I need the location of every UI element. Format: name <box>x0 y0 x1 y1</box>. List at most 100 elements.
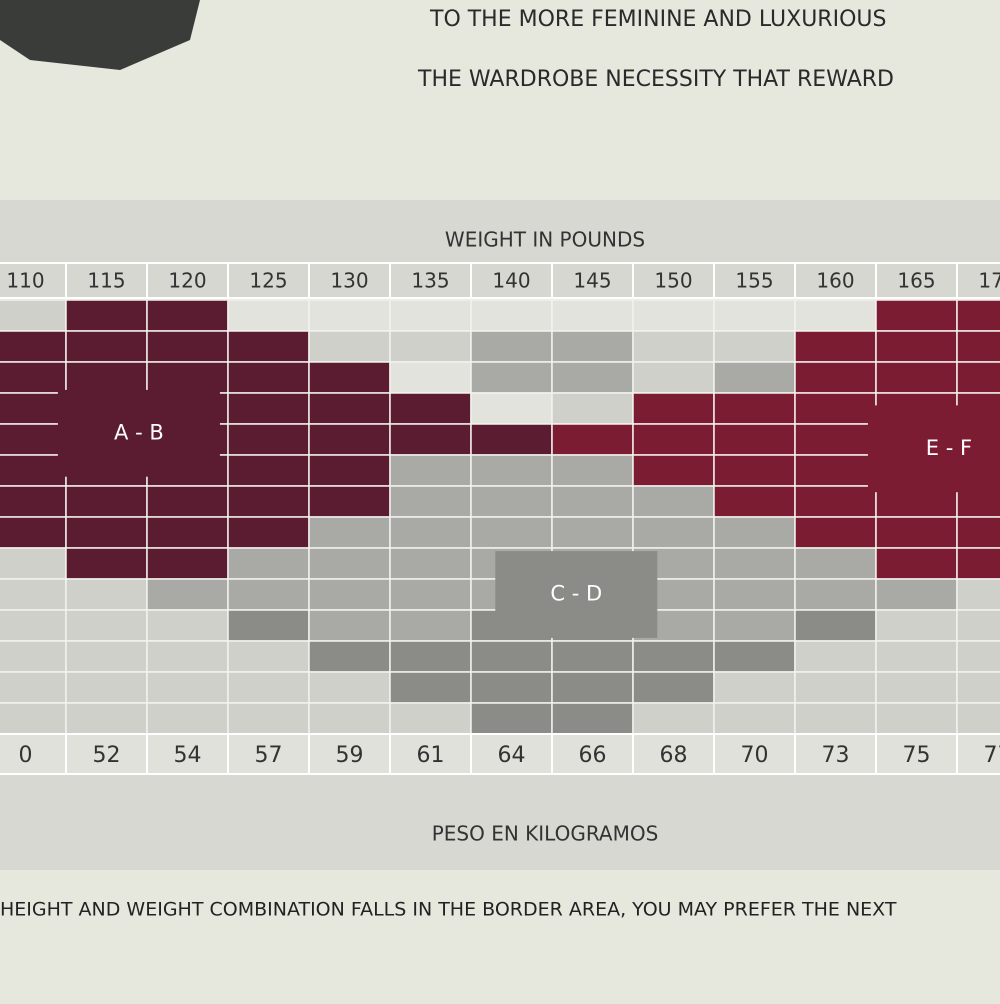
size-cell <box>633 300 714 331</box>
size-cell <box>471 703 552 734</box>
size-cell <box>0 362 66 393</box>
size-cell <box>471 486 552 517</box>
size-cell <box>552 362 633 393</box>
size-cell <box>471 641 552 672</box>
size-cell <box>147 486 228 517</box>
pound-label: 145 <box>573 269 611 293</box>
size-cell <box>390 548 471 579</box>
size-cell <box>228 548 309 579</box>
size-cell <box>795 424 876 455</box>
size-cell <box>633 455 714 486</box>
kg-label: 57 <box>255 743 283 768</box>
size-cell <box>390 362 471 393</box>
size-cell <box>714 486 795 517</box>
size-cell <box>795 579 876 610</box>
kg-label: 73 <box>822 743 850 768</box>
size-cell <box>957 579 1000 610</box>
size-cell <box>228 610 309 641</box>
size-cell <box>795 703 876 734</box>
size-cell <box>471 455 552 486</box>
kg-label: 66 <box>579 743 607 768</box>
size-cell <box>147 641 228 672</box>
size-cell <box>957 548 1000 579</box>
size-cell <box>714 300 795 331</box>
pound-label: 125 <box>249 269 287 293</box>
size-cell <box>66 641 147 672</box>
size-cell <box>390 424 471 455</box>
size-cell <box>471 393 552 424</box>
size-cell <box>309 424 390 455</box>
size-cell <box>309 455 390 486</box>
size-cell <box>147 672 228 703</box>
size-cell <box>390 610 471 641</box>
size-cell <box>66 362 147 393</box>
size-cell <box>66 486 147 517</box>
size-cell <box>309 641 390 672</box>
size-cell <box>228 300 309 331</box>
size-cell <box>714 579 795 610</box>
size-cell <box>795 486 876 517</box>
size-cell <box>0 424 66 455</box>
size-cell <box>66 610 147 641</box>
size-cell <box>66 548 147 579</box>
size-cell <box>309 486 390 517</box>
size-cell <box>714 672 795 703</box>
size-cell <box>390 641 471 672</box>
size-cell <box>147 610 228 641</box>
size-cell <box>228 424 309 455</box>
size-cell <box>228 672 309 703</box>
zone-label: C - D <box>550 582 602 606</box>
pound-label: 110 <box>6 269 44 293</box>
size-cell <box>66 300 147 331</box>
size-cell <box>552 703 633 734</box>
kg-label: 77 <box>984 743 1000 768</box>
size-cell <box>0 641 66 672</box>
size-cell <box>795 455 876 486</box>
size-cell <box>633 703 714 734</box>
size-cell <box>795 517 876 548</box>
size-cell <box>390 486 471 517</box>
size-cell <box>0 672 66 703</box>
zone-label: E - F <box>926 436 972 460</box>
kg-cell <box>0 734 66 774</box>
size-cell <box>957 641 1000 672</box>
size-cell <box>471 672 552 703</box>
size-cell <box>66 703 147 734</box>
pound-label: 155 <box>735 269 773 293</box>
size-cell <box>147 362 228 393</box>
kg-label: 54 <box>174 743 202 768</box>
size-cell <box>471 300 552 331</box>
footer-note: HEIGHT AND WEIGHT COMBINATION FALLS IN T… <box>0 899 897 921</box>
size-cell <box>552 331 633 362</box>
size-cell <box>147 300 228 331</box>
size-cell <box>876 300 957 331</box>
size-cell <box>795 641 876 672</box>
size-cell <box>390 672 471 703</box>
pound-label: 150 <box>654 269 692 293</box>
size-cell <box>633 393 714 424</box>
size-cell <box>66 331 147 362</box>
size-cell <box>876 672 957 703</box>
header-line: THE WARDROBE NECESSITY THAT REWARD <box>417 67 894 92</box>
size-cell <box>876 641 957 672</box>
size-cell <box>795 610 876 641</box>
size-cell <box>471 424 552 455</box>
size-cell <box>633 486 714 517</box>
pound-label: 135 <box>411 269 449 293</box>
pound-label: 165 <box>897 269 935 293</box>
size-cell <box>309 672 390 703</box>
size-cell <box>552 424 633 455</box>
size-cell <box>471 362 552 393</box>
size-cell <box>714 641 795 672</box>
size-cell <box>633 424 714 455</box>
kg-label: 70 <box>741 743 769 768</box>
kg-label: 68 <box>660 743 688 768</box>
kg-label: 64 <box>498 743 526 768</box>
size-cell <box>309 331 390 362</box>
size-cell <box>876 579 957 610</box>
size-cell <box>633 331 714 362</box>
size-cell <box>390 579 471 610</box>
size-cell <box>714 393 795 424</box>
size-cell <box>552 455 633 486</box>
